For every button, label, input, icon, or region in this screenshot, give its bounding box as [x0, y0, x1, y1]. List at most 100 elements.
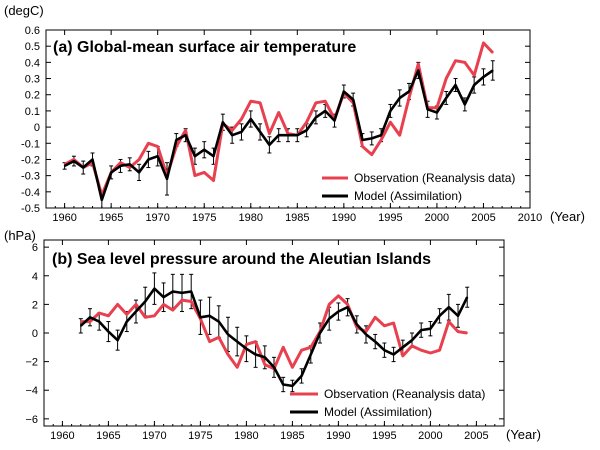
panel-b-y-unit: (hPa) [4, 228, 36, 243]
data-point-model [277, 134, 280, 136]
data-point-observation [181, 299, 183, 301]
data-point-observation [144, 316, 146, 319]
data-point-observation [408, 97, 410, 99]
y-tick-label: 0.5 [25, 41, 40, 53]
data-point-observation [402, 355, 404, 357]
data-point-model [429, 327, 432, 330]
data-point-model [98, 320, 100, 323]
legend-label-model: Model (Assimilation) [354, 189, 462, 203]
data-point-model [448, 306, 450, 309]
x-tick-label: 1980 [234, 430, 258, 442]
y-tick-label: -0.3 [21, 171, 40, 183]
data-point-model [181, 292, 183, 294]
data-point-model [296, 134, 299, 136]
x-tick-label: 1965 [99, 212, 123, 224]
y-tick-label: 0 [34, 122, 40, 134]
data-point-observation [126, 313, 128, 316]
data-point-observation [107, 315, 110, 317]
data-point-observation [190, 300, 192, 303]
data-point-observation [249, 100, 252, 102]
data-point-observation [212, 179, 215, 182]
data-point-model [365, 333, 367, 336]
data-point-model [420, 329, 423, 331]
data-point-observation [138, 158, 140, 161]
data-point-observation [491, 51, 494, 54]
y-tick-label: 6 [32, 242, 38, 254]
data-point-model [175, 139, 178, 141]
data-point-model [402, 346, 404, 349]
data-point-model [73, 160, 75, 162]
data-point-observation [383, 325, 386, 327]
y-tick-label: −4 [25, 385, 38, 397]
data-point-model [119, 165, 122, 167]
data-point-model [491, 69, 494, 72]
data-point-model [319, 332, 321, 334]
data-point-observation [346, 303, 349, 306]
y-tick-label: 4 [32, 271, 38, 283]
data-point-observation [98, 312, 100, 314]
data-point-model [374, 340, 377, 343]
data-point-observation [448, 320, 450, 323]
data-point-observation [324, 100, 327, 102]
data-point-model [227, 333, 229, 336]
y-tick-label: -0.2 [21, 154, 40, 166]
x-tick-label: 2000 [418, 430, 442, 442]
y-tick-label: 0.2 [25, 90, 40, 102]
data-point-model [473, 84, 475, 86]
y-tick-label: -0.1 [21, 138, 40, 150]
data-point-model [383, 349, 386, 351]
data-point-observation [436, 106, 438, 109]
x-tick-label: 1995 [372, 430, 396, 442]
data-point-observation [208, 340, 211, 343]
data-point-observation [254, 340, 257, 343]
data-point-model [162, 296, 165, 299]
data-point-observation [240, 118, 243, 120]
data-point-model [482, 76, 485, 78]
data-point-observation [135, 303, 137, 306]
data-point-model [454, 84, 457, 86]
data-point-model [172, 290, 174, 293]
data-point-model [324, 110, 327, 112]
legend-label-observation: Observation (Reanalysis data) [324, 387, 485, 401]
data-point-model [356, 323, 358, 326]
data-point-observation [389, 121, 392, 124]
x-tick-label: 2000 [425, 212, 449, 224]
data-point-model [240, 131, 243, 133]
data-point-observation [184, 129, 187, 132]
data-point-observation [89, 320, 91, 323]
data-point-model [144, 300, 146, 303]
data-point-observation [73, 158, 75, 161]
data-point-observation [420, 349, 423, 351]
data-point-observation [119, 161, 122, 164]
data-point-observation [218, 336, 220, 339]
data-point-model [343, 90, 345, 93]
data-point-observation [356, 326, 358, 329]
data-point-model [91, 158, 94, 161]
data-point-observation [464, 61, 466, 64]
data-point-model [438, 315, 441, 317]
data-point-model [300, 375, 303, 377]
data-point-observation [365, 330, 367, 333]
data-point-model [222, 121, 224, 124]
data-point-model [361, 139, 364, 141]
data-point-observation [231, 129, 233, 132]
y-tick-label: 0 [32, 328, 38, 340]
data-point-observation [282, 346, 285, 349]
x-tick-label: 1975 [192, 212, 216, 224]
data-point-observation [380, 139, 382, 141]
x-tick-label: 1970 [142, 430, 166, 442]
data-point-model [138, 171, 140, 174]
data-point-observation [457, 330, 459, 333]
y-tick-label: -0.5 [21, 203, 40, 215]
data-point-model [101, 199, 103, 201]
data-point-model [389, 110, 392, 112]
y-tick-label: 0.1 [25, 106, 40, 118]
data-point-model [128, 163, 131, 166]
panel-a-title: (a) Global-mean surface air temperature [53, 39, 356, 56]
data-point-model [153, 287, 156, 290]
y-tick-label: 2 [32, 299, 38, 311]
panel-a: (degC) 1960 1965 1970 1975 1980 1985 1990 1995 2… [4, 3, 585, 224]
x-tick-label: 1960 [50, 430, 74, 442]
data-point-model [417, 69, 420, 72]
data-point-observation [264, 363, 266, 366]
